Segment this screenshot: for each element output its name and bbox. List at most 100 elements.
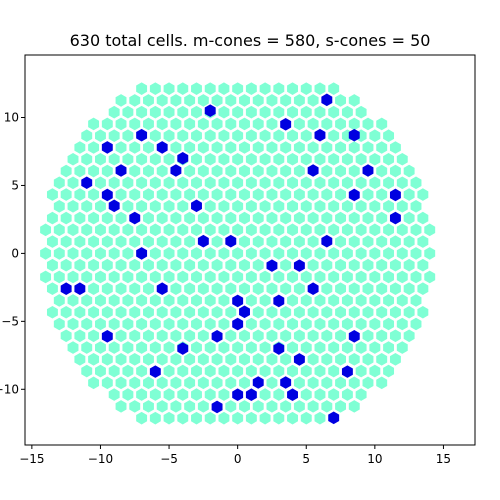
m-cone-cell (252, 235, 264, 248)
m-cone-cell (122, 294, 134, 307)
m-cone-cell (60, 164, 72, 178)
m-cone-cell (369, 223, 381, 237)
m-cone-cell (280, 164, 292, 178)
s-cone-cell (348, 188, 360, 202)
m-cone-cell (156, 258, 168, 272)
s-cone-cell (280, 118, 292, 131)
m-cone-cell (204, 364, 216, 378)
m-cone-cell (40, 270, 52, 284)
m-cone-cell (314, 364, 326, 378)
m-cone-cell (396, 341, 408, 354)
m-cone-cell (252, 164, 264, 178)
m-cone-cell (232, 129, 244, 143)
m-cone-cell (355, 317, 367, 331)
m-cone-cell (149, 176, 161, 190)
m-cone-cell (396, 294, 408, 307)
m-cone-cell (115, 235, 127, 248)
m-cone-cell (348, 164, 360, 178)
m-cone-cell (369, 247, 381, 260)
m-cone-cell (348, 305, 360, 319)
m-cone-cell (204, 129, 216, 143)
m-cone-cell (163, 200, 175, 213)
m-cone-cell (218, 294, 230, 307)
m-cone-cell (74, 211, 86, 225)
m-cone-cell (156, 235, 168, 248)
m-cone-cell (197, 188, 209, 201)
m-cone-cell (88, 188, 100, 201)
s-cone-cell (389, 188, 401, 202)
m-cone-cell (136, 294, 148, 307)
m-cone-cell (197, 258, 209, 272)
m-cone-cell (232, 176, 244, 190)
m-cone-cell (101, 164, 113, 178)
m-cone-cell (273, 223, 285, 237)
m-cone-cell (149, 341, 161, 354)
m-cone-cell (369, 176, 381, 190)
m-cone-cell (129, 164, 141, 178)
m-cone-cell (266, 329, 278, 343)
m-cone-cell (417, 305, 429, 319)
m-cone-cell (177, 129, 189, 143)
m-cone-cell (335, 141, 346, 154)
s-cone-cell (101, 141, 113, 154)
x-tick-label: 5 (302, 452, 310, 466)
m-cone-cell (184, 188, 196, 201)
m-cone-cell (197, 141, 209, 154)
m-cone-cell (136, 223, 148, 237)
m-cone-cell (163, 341, 175, 354)
m-cone-cell (143, 141, 154, 154)
m-cone-cell (218, 247, 230, 260)
m-cone-cell (88, 329, 100, 343)
m-cone-cell (122, 317, 134, 331)
m-cone-cell (53, 294, 65, 307)
m-cone-cell (300, 247, 312, 260)
m-cone-cell (259, 364, 271, 378)
x-tick-label: −15 (19, 452, 44, 466)
m-cone-cell (396, 152, 408, 166)
m-cone-cell (403, 258, 415, 272)
m-cone-cell (383, 364, 395, 378)
m-cone-cell (163, 270, 175, 284)
m-cone-cell (211, 211, 223, 225)
m-cone-cell (115, 329, 127, 343)
m-cone-cell (266, 211, 278, 225)
m-cone-cell (383, 200, 395, 213)
m-cone-cell (232, 411, 244, 425)
m-cone-cell (67, 152, 79, 166)
m-cone-cell (156, 329, 168, 343)
m-cone-cell (81, 364, 93, 378)
y-tick-label: −10 (0, 382, 19, 396)
m-cone-cell (129, 282, 141, 295)
m-cone-cell (170, 141, 182, 154)
m-cone-cell (225, 329, 237, 343)
m-cone-cell (273, 152, 285, 166)
m-cone-cell (293, 141, 305, 154)
s-cone-cell (321, 93, 333, 107)
m-cone-cell (355, 223, 367, 237)
m-cone-cell (314, 388, 326, 401)
m-cone-cell (191, 364, 202, 378)
s-cone-cell (232, 294, 244, 308)
m-cone-cell (362, 188, 374, 201)
m-cone-cell (101, 282, 113, 295)
m-cone-cell (307, 258, 319, 272)
m-cone-cell (184, 258, 196, 272)
m-cone-cell (287, 176, 298, 190)
s-cone-cell (204, 104, 216, 118)
m-cone-cell (314, 200, 326, 213)
m-cone-cell (348, 353, 360, 366)
m-cone-cell (115, 376, 127, 390)
x-tick-label: 0 (234, 452, 242, 466)
s-cone-cell (273, 294, 285, 308)
m-cone-cell (163, 247, 175, 260)
m-cone-cell (225, 211, 237, 225)
m-cone-cell (81, 317, 93, 331)
m-cone-cell (122, 105, 134, 119)
s-cone-cell (293, 353, 305, 366)
s-cone-cell (136, 247, 148, 260)
m-cone-cell (129, 305, 141, 319)
m-cone-cell (232, 364, 244, 378)
m-cone-cell (369, 129, 381, 143)
m-cone-cell (245, 152, 257, 166)
m-cone-cell (60, 188, 72, 201)
